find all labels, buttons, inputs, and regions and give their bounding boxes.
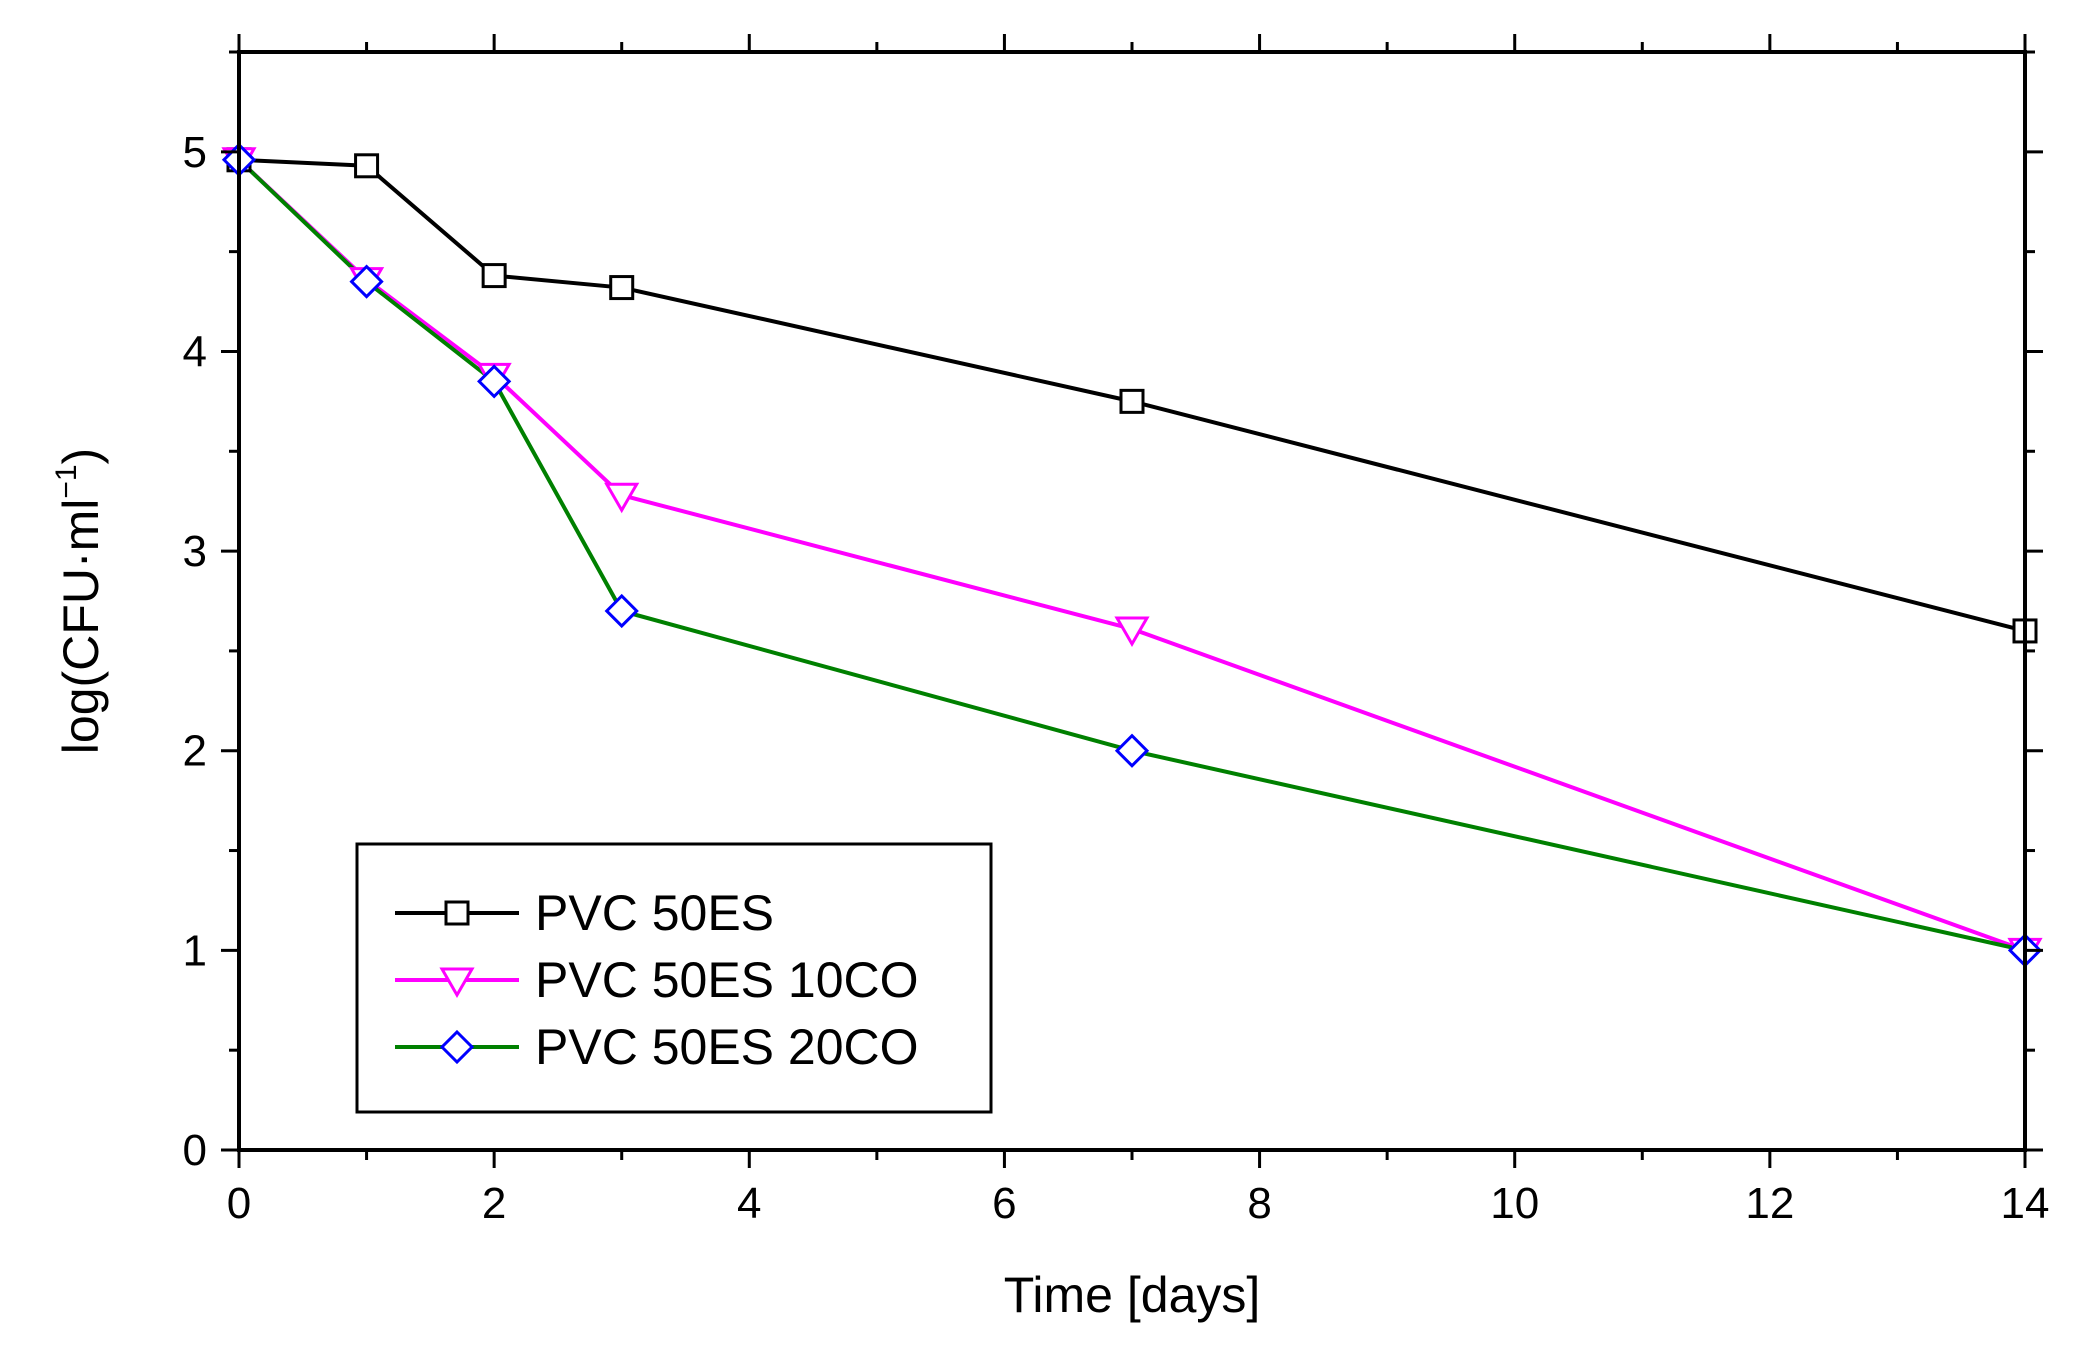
legend-label: PVC 50ES 10CO [535,952,919,1008]
legend-marker [439,967,475,999]
axis-ticks [221,34,2043,1168]
x-tick-label: 4 [737,1179,761,1228]
y-axis-title-main: log(CFU·ml [53,499,109,755]
x-axis-title: Time [days] [1004,1267,1261,1323]
x-tick-label: 6 [992,1179,1016,1228]
x-tick-label: 2 [482,1179,506,1228]
data-point-series-1 [481,263,507,289]
legend-label: PVC 50ES 20CO [535,1019,919,1075]
x-tick-label: 10 [1490,1179,1539,1228]
series-lines [237,157,2026,953]
data-point-series-1 [354,153,380,179]
y-tick-label: 4 [183,327,207,376]
y-axis-title-superscript: −1 [50,464,83,498]
legend: PVC 50ES PVC 50ES 10CO PVC 50ES 20CO [355,842,993,1114]
series-markers [221,142,2043,969]
legend-label: PVC 50ES [535,885,774,941]
y-axis-title-close: ) [53,448,109,465]
data-point-series-1 [609,275,635,301]
y-tick-label: 0 [183,1126,207,1175]
x-tick-label: 8 [1247,1179,1271,1228]
data-point-series-3 [349,264,384,299]
legend-marker [439,1029,475,1065]
data-point-series-1 [1119,388,1145,414]
y-tick-label: 2 [183,727,207,776]
y-tick-label: 5 [183,128,207,177]
y-tick-label: 1 [183,926,207,975]
x-tick-label: 0 [227,1179,251,1228]
data-point-series-2 [1114,616,1150,647]
data-point-series-2 [604,482,640,514]
data-point-series-3 [1114,733,1150,768]
y-tick-label: 3 [183,527,207,576]
series-line-1 [238,157,2026,633]
x-tick-label: 12 [1745,1179,1794,1228]
x-tick-label: 14 [2001,1179,2050,1228]
legend-marker [444,900,470,926]
y-axis-title: log(CFU·ml−1) [50,448,109,754]
data-point-series-3 [477,364,512,399]
series-line-3 [237,158,2026,953]
data-point-series-3 [604,593,639,629]
